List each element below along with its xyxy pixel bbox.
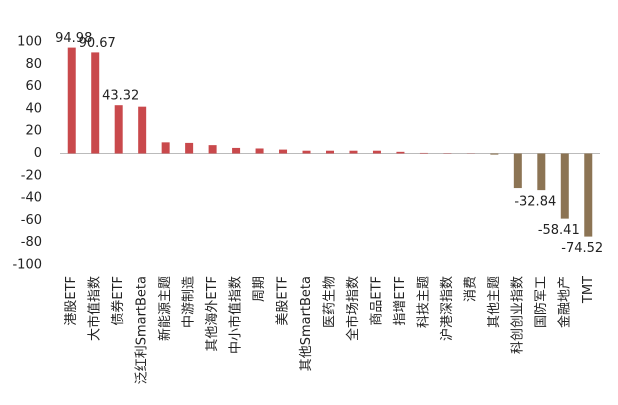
- y-tick-label: 100: [17, 35, 42, 50]
- y-tick-label: 60: [25, 79, 42, 94]
- bar: [279, 149, 288, 154]
- bar: [185, 142, 194, 154]
- x-tick-label: 其他海外ETF: [205, 276, 220, 352]
- bar: [138, 106, 147, 154]
- y-tick-label: 0: [34, 146, 42, 161]
- x-tick-label: 泛红利SmartBeta: [134, 276, 150, 384]
- bar: [91, 52, 100, 154]
- x-tick-label: 中小市值指数: [228, 276, 244, 354]
- data-label: 94.98: [55, 31, 92, 46]
- bar: [161, 142, 170, 154]
- x-tick-label: 消费: [463, 276, 478, 302]
- bar: [396, 151, 405, 154]
- x-tick-label: 金融地产: [556, 276, 572, 328]
- x-tick-label: TMT: [581, 276, 596, 304]
- x-tick-label: 科创创业指数: [510, 276, 525, 354]
- data-label: -58.41: [538, 223, 580, 238]
- x-tick-label: 中游制造: [182, 276, 197, 328]
- bar: [560, 153, 569, 219]
- y-tick-label: -20: [21, 168, 42, 183]
- bar: [490, 153, 499, 155]
- y-tick-label: -40: [21, 191, 42, 206]
- bar: [232, 147, 241, 154]
- bar: [372, 150, 381, 154]
- y-tick-label: 20: [25, 124, 42, 139]
- x-tick-label: 沪港深指数: [439, 276, 455, 341]
- data-label: 43.32: [102, 89, 139, 104]
- x-tick-label: 全市场指数: [345, 276, 361, 341]
- x-tick-label: 其他SmartBeta: [299, 276, 314, 371]
- x-tick-label: 商品ETF: [369, 276, 384, 326]
- bar: [419, 152, 428, 154]
- bar: [326, 150, 334, 154]
- y-tick-label: -80: [21, 235, 42, 250]
- x-tick-label: 港股ETF: [64, 276, 79, 326]
- bar: [584, 153, 593, 237]
- x-tick-label: 债券ETF: [110, 276, 126, 326]
- bar: [67, 47, 76, 154]
- y-tick-label: -60: [21, 213, 42, 228]
- x-tick-label: 周期: [252, 276, 267, 302]
- bar: [302, 150, 311, 154]
- data-label: 90.67: [79, 36, 116, 51]
- x-tick-label: 其他主题: [487, 276, 502, 328]
- bar: [537, 153, 546, 191]
- bar: [114, 105, 123, 154]
- y-tick-label: 40: [25, 101, 42, 116]
- x-tick-label: 科技主题: [416, 276, 431, 328]
- x-tick-label: 新能源主题: [157, 276, 173, 341]
- bar: [255, 148, 264, 154]
- bar: [513, 153, 522, 189]
- bar: [349, 150, 358, 154]
- x-tick-label: 国防军工: [533, 276, 549, 328]
- x-tick-label: 医药生物: [323, 276, 338, 328]
- y-tick-label: 80: [25, 57, 42, 72]
- x-tick-label: 大市值指数: [87, 276, 103, 341]
- x-tick-label: 美股ETF: [276, 276, 291, 326]
- y-tick-label: -100: [12, 258, 42, 273]
- x-tick-label: 指增ETF: [393, 276, 408, 326]
- data-label: -32.84: [514, 195, 556, 210]
- data-label: -74.52: [561, 241, 603, 256]
- bar: [208, 145, 217, 154]
